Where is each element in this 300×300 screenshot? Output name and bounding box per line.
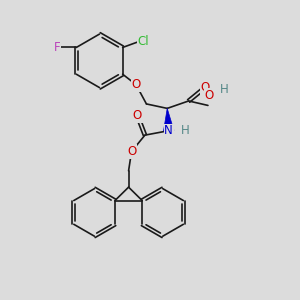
Text: O: O	[133, 109, 142, 122]
Text: F: F	[54, 41, 60, 54]
Text: H: H	[181, 124, 189, 137]
Text: O: O	[127, 145, 136, 158]
Text: N: N	[164, 124, 173, 137]
Text: O: O	[205, 88, 214, 101]
Polygon shape	[164, 108, 174, 131]
Text: H: H	[220, 82, 229, 96]
Text: O: O	[200, 81, 210, 94]
Text: Cl: Cl	[138, 35, 149, 48]
Text: O: O	[131, 78, 141, 91]
